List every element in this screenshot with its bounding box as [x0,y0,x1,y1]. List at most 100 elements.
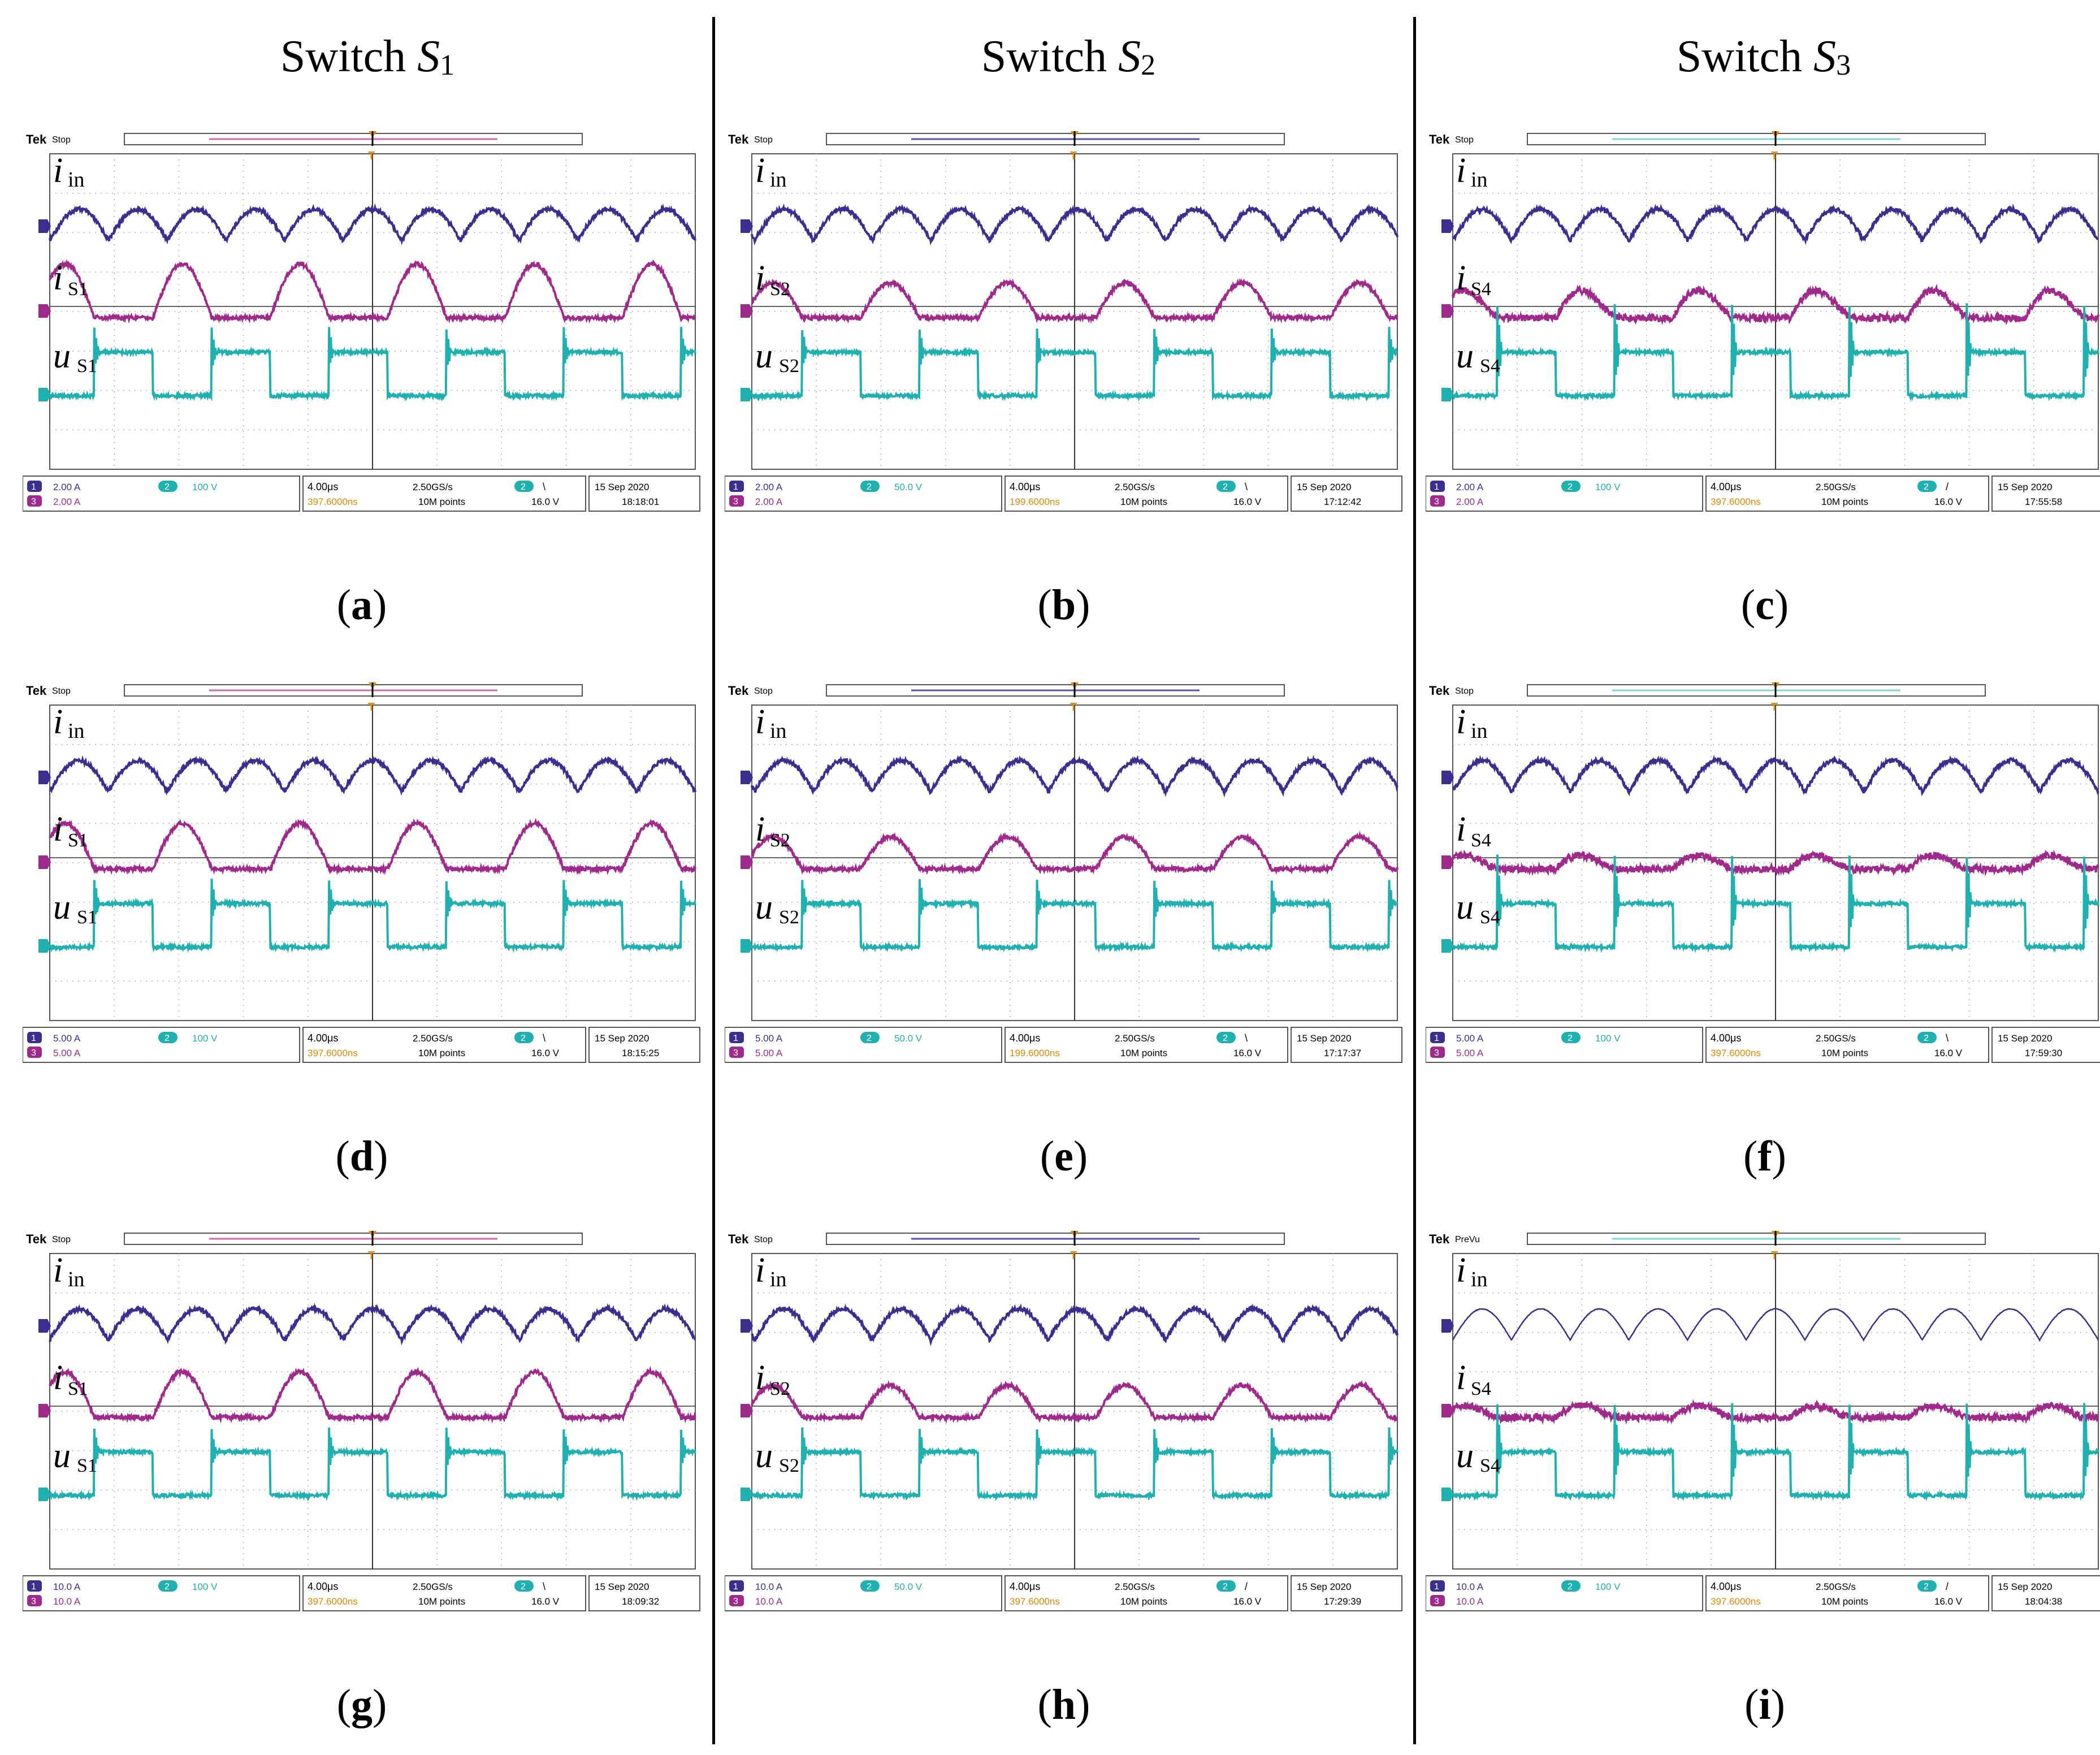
time-per-div: 4.00μs [1010,1581,1040,1592]
label-i-in-sub: in [1471,168,1488,192]
record-length: 10M points [1821,496,1868,507]
ch3-badge [27,1595,42,1606]
ch2-scale: 50.0 V [894,1033,923,1044]
column-divider-right [1413,17,1416,1744]
trigger-slope: / [1946,1581,1949,1592]
trace-ch1-iin [751,754,1398,798]
column-title-symbol: S [417,32,440,81]
trace-ch2-us [751,1427,1398,1502]
trigger-level: 16.0 V [1934,1596,1963,1607]
trace-ch2-us [49,879,696,953]
trace-ch3-is [49,259,696,324]
label-u-s-sub: S2 [779,1455,799,1476]
tek-brand: Tek [1429,132,1450,146]
trigger-marker: T [368,150,375,162]
trig-src-badge [1216,1032,1236,1043]
column-title-2: Switch S2 [786,23,1351,90]
scope-time: 18:18:01 [622,496,659,507]
trig-src-badge [1216,481,1236,492]
column-title-symbol: S [1813,32,1837,81]
caption-letter: g [351,1681,373,1728]
caption-letter: f [1757,1132,1772,1180]
label-i-in: i [53,152,63,190]
ch2-scale: 100 V [192,482,218,492]
trigger-level: 16.0 V [1233,496,1262,507]
trace-ch1-iin [1452,754,2099,797]
ground-marker-ch3 [38,1404,51,1417]
label-i-s-sub: S2 [770,1378,790,1399]
ground-marker-ch2 [1441,1488,1454,1501]
ch3-badge [729,495,744,507]
ground-marker-ch1 [741,1319,753,1333]
label-i-in: i [755,1251,765,1290]
label-u-s: u [53,337,71,375]
ch2-scale: 100 V [192,1033,218,1044]
ch3-badge [1430,495,1445,507]
status-ch-box [23,476,300,512]
caption-letter: b [1051,581,1076,629]
sample-rate: 2.50GS/s [1816,1033,1856,1044]
ch1-scale: 10.0 A [53,1581,81,1592]
status-time-box [302,1575,586,1611]
status-time-box [1705,1575,1989,1611]
acq-mode: Stop [1455,686,1474,696]
label-u-s-sub: S1 [77,1455,97,1476]
trace-ch2-us [1452,1403,2099,1502]
ch1-scale: 5.00 A [755,1033,783,1044]
ground-marker-ch1 [38,771,51,784]
scope-date: 15 Sep 2020 [1297,1581,1351,1592]
acq-mode: Stop [52,135,71,145]
ground-marker-ch1 [38,1319,51,1333]
record-length: 10M points [418,1048,465,1058]
trigger-position: 397.6000ns [1711,1596,1761,1607]
scope-date: 15 Sep 2020 [1297,482,1351,492]
status-time-box [1004,1027,1288,1063]
trigger-level: 16.0 V [1233,1048,1262,1058]
ch2-badge [1561,1032,1581,1043]
column-title-3: Switch S3 [1481,23,2046,90]
status-time-box [302,1027,586,1063]
trigger-level: 16.0 V [531,1048,560,1058]
ch3-badge-num: 3 [1434,1597,1439,1606]
ch2-scale: 50.0 V [894,482,923,492]
label-u-s: u [1456,1437,1474,1475]
trigger-slope: / [1946,481,1949,492]
trigger-position: 397.6000ns [1711,496,1761,507]
time-per-div: 4.00μs [1010,1032,1040,1044]
panel-caption-f: (f) [1743,1132,1786,1180]
ch3-scale: 5.00 A [755,1048,783,1058]
label-i-in: i [1456,152,1466,190]
record-length: 10M points [418,1596,465,1607]
time-per-div: 4.00μs [308,481,338,492]
scope-date: 15 Sep 2020 [595,1581,649,1592]
trig-src-num: 2 [1223,1582,1228,1592]
ch2-badge-num: 2 [1568,482,1573,492]
tek-brand: Tek [1429,684,1450,698]
label-i-s-sub: S1 [68,279,88,300]
trig-src-num: 2 [1223,1034,1228,1043]
scope-date: 15 Sep 2020 [1998,1581,2052,1592]
label-u-s: u [755,337,773,375]
ground-marker-ch2 [741,388,753,401]
trace-ch1-iin [751,203,1398,246]
ch1-scale: 2.00 A [1456,482,1484,492]
time-per-div: 4.00μs [1711,1581,1741,1592]
label-i-s: i [53,810,63,849]
trace-ch1-iin [49,203,696,245]
caption-letter: h [1051,1681,1076,1728]
ch1-badge [1430,1580,1445,1592]
status-date-box [1991,1027,2100,1063]
ch2-badge-num: 2 [1568,1034,1573,1043]
trigger-slope: \ [1245,1032,1248,1044]
trigger-level: 16.0 V [1934,1048,1963,1058]
ch2-badge-num: 2 [867,482,872,492]
ch1-badge-num: 1 [1434,1034,1439,1043]
ch1-scale: 5.00 A [53,1033,81,1044]
ground-marker-ch2 [38,939,51,953]
trigger-slope: \ [543,1581,545,1592]
record-length: 10M points [1821,1596,1868,1607]
tek-brand: Tek [26,132,47,146]
label-u-s: u [1456,888,1474,927]
